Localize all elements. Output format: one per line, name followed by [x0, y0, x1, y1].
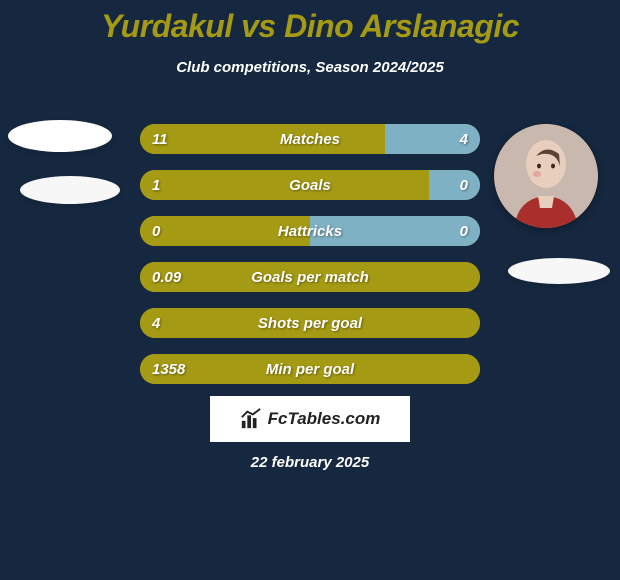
stat-value-right: 0 [460, 223, 468, 240]
stat-value-right: 4 [460, 131, 468, 148]
branding-logo: FcTables.com [210, 396, 410, 442]
comparison-infographic: Yurdakul vs Dino Arslanagic Club competi… [0, 0, 620, 580]
player-right-avatar [494, 124, 598, 228]
stat-row: 0.09Goals per match [140, 262, 480, 292]
stat-label: Min per goal [140, 361, 480, 378]
subtitle: Club competitions, Season 2024/2025 [0, 59, 620, 76]
player-right-flag-placeholder [508, 258, 610, 284]
bar-chart-icon [240, 408, 262, 430]
player-left-flag-placeholder [20, 176, 120, 204]
stat-row: 4Shots per goal [140, 308, 480, 338]
stats-list: 11Matches41Goals00Hattricks00.09Goals pe… [140, 124, 480, 400]
stat-row: 11Matches4 [140, 124, 480, 154]
stat-label: Shots per goal [140, 315, 480, 332]
stat-row: 1Goals0 [140, 170, 480, 200]
player-photo-icon [494, 124, 598, 228]
footer-date: 22 february 2025 [0, 454, 620, 471]
stat-row: 0Hattricks0 [140, 216, 480, 246]
page-title: Yurdakul vs Dino Arslanagic [0, 0, 620, 45]
stat-label: Matches [140, 131, 480, 148]
stat-label: Hattricks [140, 223, 480, 240]
stat-row: 1358Min per goal [140, 354, 480, 384]
player-left-avatar-placeholder [8, 120, 112, 152]
stat-label: Goals [140, 177, 480, 194]
stat-label: Goals per match [140, 269, 480, 286]
stat-value-right: 0 [460, 177, 468, 194]
logo-text: FcTables.com [268, 409, 381, 429]
